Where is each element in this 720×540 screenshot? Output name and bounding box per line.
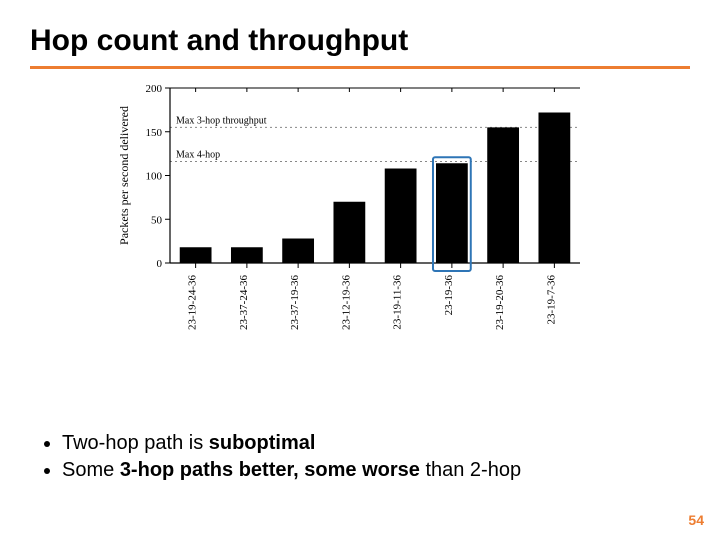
svg-text:50: 50 (151, 214, 163, 226)
svg-text:23-19-7-36: 23-19-7-36 (545, 275, 557, 325)
bullet-1-bold: suboptimal (209, 432, 316, 454)
bullet-2-pre: Some (62, 459, 120, 481)
bullet-1: Two-hop path is suboptimal (62, 430, 521, 457)
svg-text:200: 200 (146, 84, 163, 95)
bullet-2-post: than 2-hop (420, 459, 521, 481)
svg-text:Max 3-hop throughput: Max 3-hop throughput (176, 115, 267, 126)
svg-text:23-37-19-36: 23-37-19-36 (289, 275, 301, 330)
page-number: 54 (688, 512, 704, 528)
svg-text:23-37-24-36: 23-37-24-36 (238, 275, 250, 330)
throughput-bar-chart: Max 3-hop throughput Max 4-hop 0 50 100 150 20… (110, 84, 586, 373)
bullet-2: Some 3-hop paths better, some worse than… (62, 457, 521, 484)
slide-title: Hop count and throughput (30, 24, 690, 64)
bullet-2-bold: 3-hop paths better, some worse (120, 459, 420, 481)
title-underline (30, 66, 690, 69)
svg-text:150: 150 (146, 127, 163, 139)
svg-text:23-19-11-36: 23-19-11-36 (392, 275, 404, 330)
svg-text:0: 0 (157, 258, 163, 270)
svg-text:23-19-36: 23-19-36 (443, 275, 455, 316)
svg-text:Packets per second delivered: Packets per second delivered (117, 106, 131, 245)
svg-text:23-19-20-36: 23-19-20-36 (494, 275, 506, 330)
chart-svg: Max 3-hop throughput Max 4-hop 0 50 100 150 20… (110, 84, 586, 373)
svg-text:23-19-24-36: 23-19-24-36 (187, 275, 199, 330)
bullet-list: Two-hop path is suboptimal Some 3-hop pa… (36, 430, 521, 484)
svg-text:23-12-19-36: 23-12-19-36 (340, 275, 352, 330)
svg-text:Max 4-hop: Max 4-hop (176, 150, 220, 161)
bullet-1-pre: Two-hop path is (62, 432, 209, 454)
svg-text:100: 100 (146, 171, 163, 183)
